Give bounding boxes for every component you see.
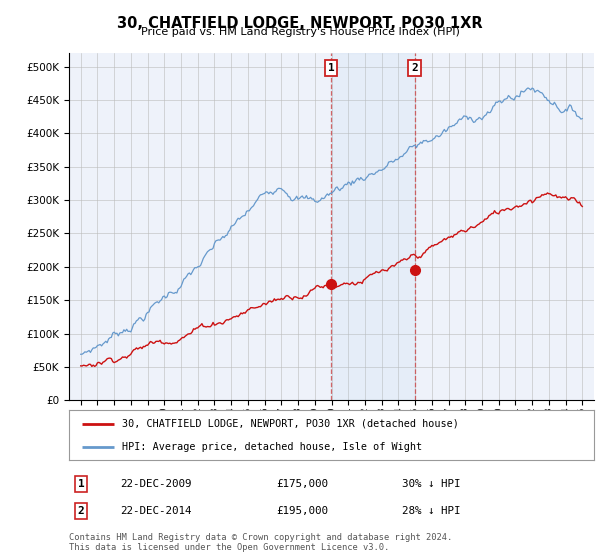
Text: 22-DEC-2009: 22-DEC-2009 xyxy=(120,479,191,489)
Text: 2: 2 xyxy=(77,506,85,516)
Text: 30, CHATFIELD LODGE, NEWPORT, PO30 1XR (detached house): 30, CHATFIELD LODGE, NEWPORT, PO30 1XR (… xyxy=(121,418,458,428)
Text: Price paid vs. HM Land Registry's House Price Index (HPI): Price paid vs. HM Land Registry's House … xyxy=(140,27,460,37)
Text: 28% ↓ HPI: 28% ↓ HPI xyxy=(402,506,461,516)
Text: £195,000: £195,000 xyxy=(276,506,328,516)
Text: 2: 2 xyxy=(411,63,418,73)
Text: HPI: Average price, detached house, Isle of Wight: HPI: Average price, detached house, Isle… xyxy=(121,442,422,452)
Bar xyxy=(331,53,415,400)
Text: 1: 1 xyxy=(328,63,334,73)
Text: This data is licensed under the Open Government Licence v3.0.: This data is licensed under the Open Gov… xyxy=(69,543,389,552)
Text: £175,000: £175,000 xyxy=(276,479,328,489)
Text: Contains HM Land Registry data © Crown copyright and database right 2024.: Contains HM Land Registry data © Crown c… xyxy=(69,533,452,542)
Text: 30, CHATFIELD LODGE, NEWPORT, PO30 1XR: 30, CHATFIELD LODGE, NEWPORT, PO30 1XR xyxy=(117,16,483,31)
Text: 30% ↓ HPI: 30% ↓ HPI xyxy=(402,479,461,489)
Text: 22-DEC-2014: 22-DEC-2014 xyxy=(120,506,191,516)
Text: 1: 1 xyxy=(77,479,85,489)
